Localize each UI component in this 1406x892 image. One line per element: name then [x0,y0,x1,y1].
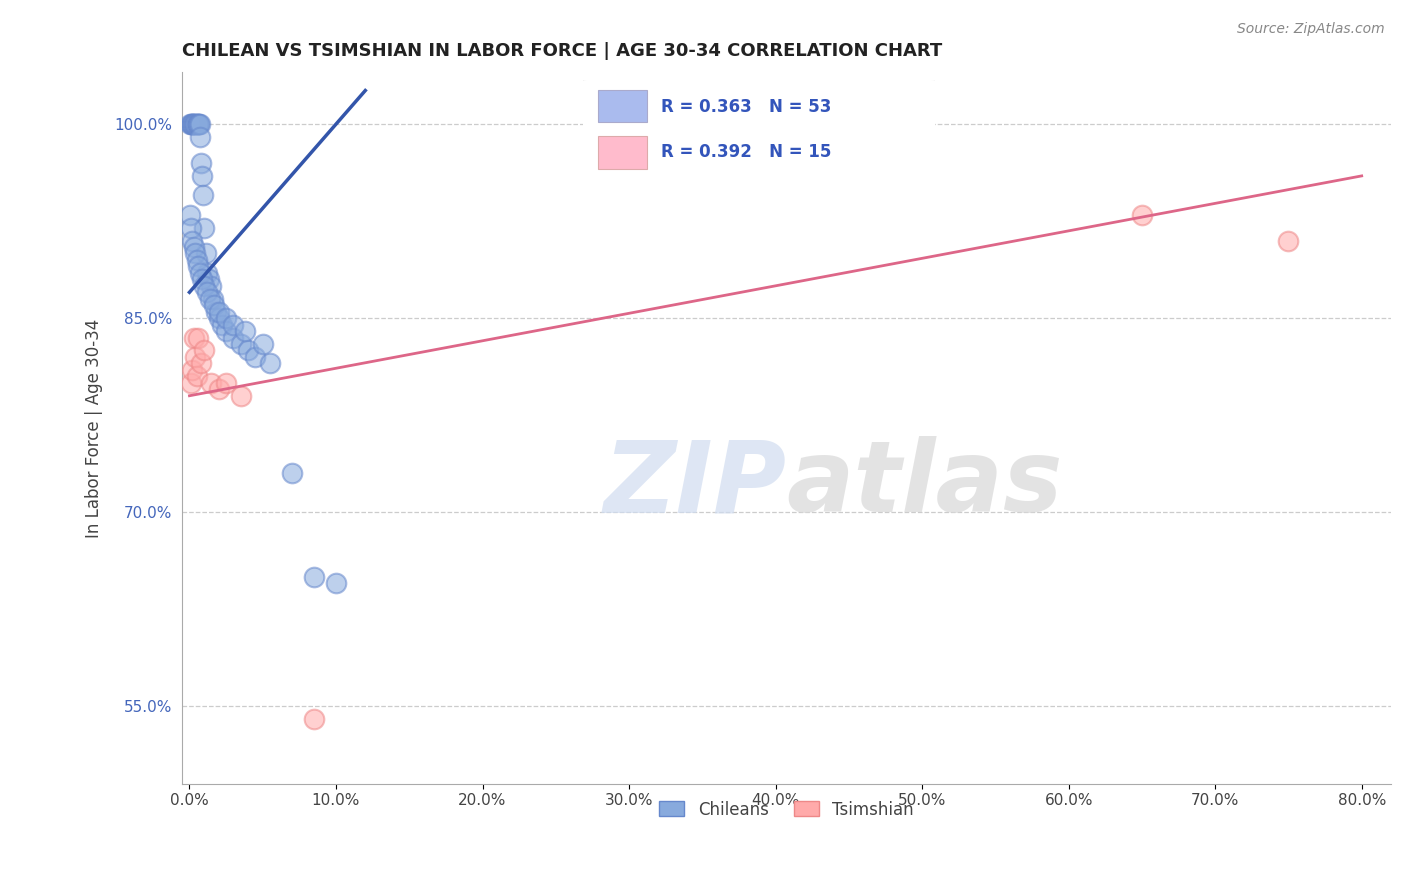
Point [183,117,205,131]
FancyBboxPatch shape [581,79,939,179]
Point [195,266,218,280]
Point [187,330,209,344]
Point [193,278,215,293]
Point [222,330,245,344]
Point [215,311,238,326]
Point [197,272,219,286]
Point [211,318,233,332]
Point [186,369,208,384]
Point [205,304,228,318]
Point [236,343,259,358]
Point [252,337,274,351]
Point [198,292,221,306]
Point [190,156,212,170]
Point [215,324,238,338]
Point [222,318,245,332]
Point [302,570,325,584]
Point [1277,234,1299,248]
Point [183,117,205,131]
Point [215,376,238,390]
Point [188,266,211,280]
Point [184,246,207,260]
Point [186,252,208,267]
Point [188,117,211,131]
Point [191,169,214,183]
Point [245,350,267,364]
Point [183,240,205,254]
Text: R = 0.392   N = 15: R = 0.392 N = 15 [661,143,831,161]
Point [229,337,252,351]
Text: CHILEAN VS TSIMSHIAN IN LABOR FORCE | AGE 30-34 CORRELATION CHART: CHILEAN VS TSIMSHIAN IN LABOR FORCE | AG… [183,42,942,60]
Point [186,117,208,131]
Point [194,246,217,260]
Point [180,117,202,131]
Point [181,117,204,131]
Point [1130,208,1153,222]
Point [184,350,207,364]
Point [187,117,209,131]
Point [191,272,214,286]
Point [179,117,201,131]
Point [183,330,205,344]
Point [180,220,202,235]
Point [190,130,212,145]
Point [179,208,201,222]
Point [181,117,204,131]
Point [184,117,207,131]
Point [233,324,256,338]
Text: ZIP: ZIP [603,436,786,533]
Point [302,712,325,726]
Point [208,304,231,318]
Point [180,376,202,390]
Point [281,467,304,481]
Point [181,363,204,377]
Point [229,389,252,403]
Text: Source: ZipAtlas.com: Source: ZipAtlas.com [1237,22,1385,37]
Point [186,117,208,131]
Point [187,260,209,274]
Point [191,188,214,202]
Point [180,117,202,131]
Point [193,343,215,358]
Point [208,382,231,396]
Point [193,220,215,235]
Text: R = 0.363   N = 53: R = 0.363 N = 53 [661,98,831,116]
Text: atlas: atlas [786,436,1063,533]
Legend: Chileans, Tsimshian: Chileans, Tsimshian [652,794,921,825]
FancyBboxPatch shape [598,90,647,122]
Point [201,292,224,306]
Point [190,356,212,370]
Point [208,311,231,326]
Point [181,234,204,248]
Point [195,285,218,300]
Y-axis label: In Labor Force | Age 30-34: In Labor Force | Age 30-34 [86,318,103,538]
Point [188,117,211,131]
FancyBboxPatch shape [598,136,647,169]
Point [200,376,222,390]
Point [200,278,222,293]
Point [259,356,281,370]
Point [325,576,347,591]
Point [202,298,225,312]
